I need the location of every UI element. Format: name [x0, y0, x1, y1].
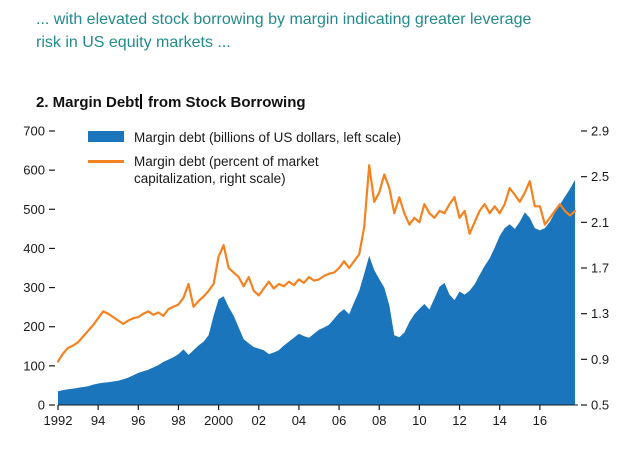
- svg-text:96: 96: [131, 413, 145, 428]
- legend-item-margin-debt-billions: Margin debt (billions of US dollars, lef…: [88, 129, 401, 146]
- caption-line2: risk in US equity markets ...: [36, 34, 231, 51]
- svg-text:98: 98: [171, 413, 185, 428]
- text-cursor: [140, 94, 142, 109]
- svg-text:06: 06: [332, 413, 346, 428]
- svg-text:16: 16: [533, 413, 547, 428]
- svg-text:2.1: 2.1: [591, 215, 609, 230]
- svg-text:12: 12: [452, 413, 466, 428]
- svg-text:94: 94: [91, 413, 105, 428]
- figure-caption: ... with elevated stock borrowing by mar…: [36, 8, 531, 54]
- chart-title-part2: from Stock Borrowing: [148, 94, 306, 111]
- legend-item-margin-debt-percent: Margin debt (percent of market capitaliz…: [88, 153, 401, 187]
- legend-label-percent: Margin debt (percent of market capitaliz…: [134, 153, 319, 187]
- svg-text:2.9: 2.9: [591, 124, 609, 139]
- svg-text:500: 500: [23, 202, 45, 217]
- area-swatch-icon: [88, 131, 124, 142]
- chart-title-part1: 2. Margin Debt: [36, 94, 140, 111]
- legend: Margin debt (billions of US dollars, lef…: [88, 129, 401, 194]
- svg-text:0.5: 0.5: [591, 398, 609, 413]
- legend-label-percent-line1: Margin debt (percent of market: [134, 154, 319, 169]
- svg-text:1.3: 1.3: [591, 306, 609, 321]
- svg-text:2000: 2000: [204, 413, 233, 428]
- svg-text:08: 08: [372, 413, 386, 428]
- svg-text:1.7: 1.7: [591, 261, 609, 276]
- svg-text:0.9: 0.9: [591, 352, 609, 367]
- svg-text:0: 0: [38, 398, 45, 413]
- svg-text:100: 100: [23, 358, 45, 373]
- svg-text:02: 02: [252, 413, 266, 428]
- svg-text:14: 14: [492, 413, 506, 428]
- svg-text:2.5: 2.5: [591, 169, 609, 184]
- svg-text:700: 700: [23, 124, 45, 139]
- svg-text:1992: 1992: [44, 413, 73, 428]
- chart: 0 100 200 300 400 500 600 700 0.5 0.9 1.3 1.7 2.1 2.5…: [23, 124, 609, 429]
- caption-line1: ... with elevated stock borrowing by mar…: [36, 11, 532, 28]
- svg-text:10: 10: [412, 413, 426, 428]
- line-swatch-icon: [88, 160, 124, 163]
- chart-title: 2. Margin Debt from Stock Borrowing: [36, 94, 306, 111]
- svg-text:200: 200: [23, 319, 45, 334]
- legend-label-billions: Margin debt (billions of US dollars, lef…: [134, 130, 402, 145]
- svg-text:600: 600: [23, 163, 45, 178]
- legend-label-percent-line2: capitalization, right scale): [134, 171, 286, 186]
- svg-text:400: 400: [23, 241, 45, 256]
- svg-text:300: 300: [23, 280, 45, 295]
- svg-text:04: 04: [292, 413, 306, 428]
